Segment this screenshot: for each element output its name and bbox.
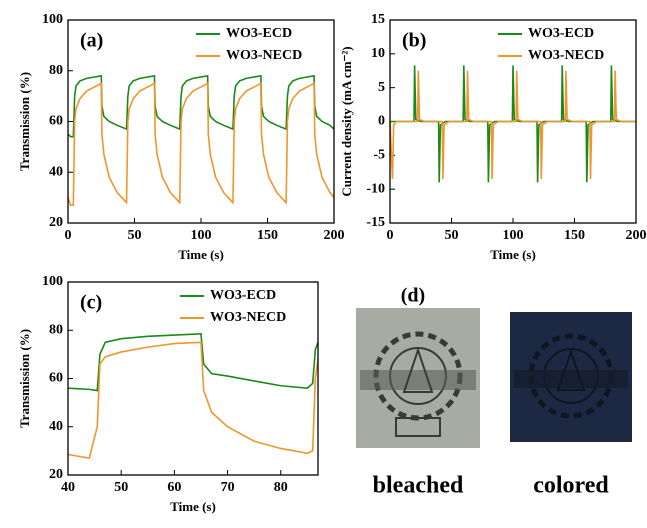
y-tick-label: 0: [378, 114, 385, 129]
series-line: [67, 74, 335, 138]
y-tick-label: 10: [371, 46, 385, 61]
photo-colored: [510, 312, 632, 442]
x-tick-label: 200: [626, 228, 647, 243]
x-tick-label: 150: [564, 228, 585, 243]
photo-caption: colored: [533, 473, 609, 499]
x-tick-label: 80: [274, 480, 288, 495]
y-tick-label: 80: [49, 63, 63, 78]
x-tick-label: 0: [65, 228, 72, 243]
series-line: [389, 70, 636, 180]
x-tick-label: 100: [503, 228, 524, 243]
x-tick-label: 100: [191, 228, 212, 243]
series-line: [390, 65, 636, 183]
plot-frame: [389, 19, 637, 224]
photo-bleached: [356, 308, 480, 448]
y-axis-label: Transmission (%): [17, 72, 32, 171]
series-line: [67, 82, 335, 207]
y-tick-label: 40: [49, 164, 63, 179]
x-tick-label: 70: [221, 480, 235, 495]
y-axis-label: Current density (mA cm⁻²): [339, 46, 354, 196]
y-tick-label: -10: [366, 181, 385, 196]
y-tick-label: 80: [49, 322, 63, 337]
x-tick-label: 40: [61, 480, 75, 495]
y-tick-label: 5: [378, 80, 385, 95]
y-axis-label: Transmission (%): [17, 329, 32, 428]
x-tick-label: 50: [128, 228, 142, 243]
x-tick-label: 200: [324, 228, 345, 243]
y-tick-label: 100: [42, 274, 63, 289]
x-tick-label: 150: [257, 228, 278, 243]
y-tick-label: 100: [42, 12, 63, 27]
x-tick-label: 60: [167, 480, 181, 495]
y-tick-label: 60: [49, 114, 63, 129]
y-tick-label: -15: [366, 215, 385, 230]
x-tick-label: 0: [387, 228, 394, 243]
y-tick-label: 20: [49, 215, 63, 230]
y-tick-label: 60: [49, 371, 63, 386]
photo-caption: bleached: [373, 473, 464, 499]
x-tick-label: 50: [445, 228, 459, 243]
series-line: [67, 333, 319, 392]
legend-label: WO3-ECD: [226, 26, 292, 41]
series-line: [67, 341, 319, 460]
plot-frame: [67, 19, 335, 224]
y-tick-label: 15: [371, 12, 385, 27]
legend-label: WO3-ECD: [210, 288, 276, 303]
x-axis-label: Time (s): [178, 247, 224, 262]
y-tick-label: 40: [49, 419, 63, 434]
panel-label: (a): [80, 30, 103, 52]
panel-label: (b): [402, 30, 426, 52]
x-axis-label: Time (s): [490, 247, 536, 262]
x-tick-label: 50: [114, 480, 128, 495]
legend-label: WO3-NECD: [210, 310, 286, 325]
x-axis-label: Time (s): [170, 499, 216, 514]
y-tick-label: 20: [49, 467, 63, 482]
panel-label: (c): [80, 292, 102, 314]
legend-label: WO3-NECD: [528, 48, 604, 63]
plot-frame: [67, 281, 319, 476]
legend-label: WO3-NECD: [226, 48, 302, 63]
legend-label: WO3-ECD: [528, 26, 594, 41]
panel-label: (d): [401, 285, 425, 307]
y-tick-label: -5: [373, 148, 385, 163]
